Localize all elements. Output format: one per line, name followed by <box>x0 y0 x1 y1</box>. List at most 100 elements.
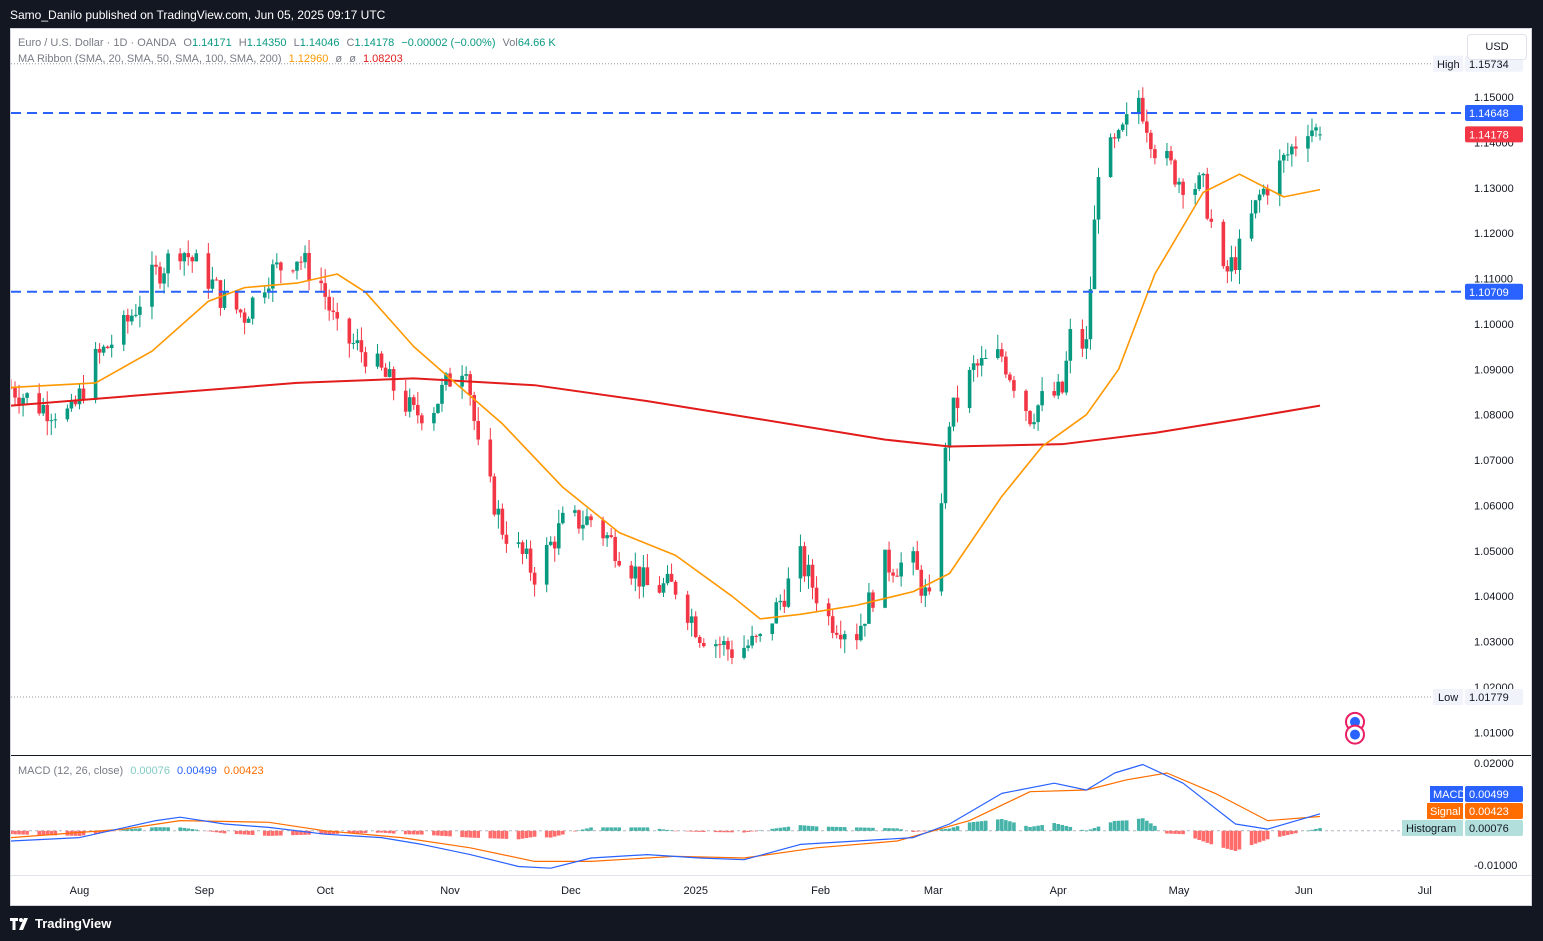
chart-frame[interactable]: 1.160001.150001.140001.130001.120001.110… <box>10 28 1532 906</box>
macd-histogram-bar <box>657 828 662 831</box>
candle-body <box>778 600 783 603</box>
macd-histogram-bar <box>93 830 98 834</box>
candle-body <box>327 296 331 311</box>
candle-body <box>701 642 706 647</box>
macd-tag-bg <box>1430 786 1463 802</box>
macd-histogram-bar <box>742 830 746 833</box>
candle-body <box>299 261 303 263</box>
candle-body <box>718 644 722 646</box>
candle-body <box>1286 154 1290 156</box>
macd-histogram-bar <box>246 830 251 835</box>
macd-histogram-bar <box>275 830 279 836</box>
candle-body <box>1060 381 1065 393</box>
candle-body <box>1056 381 1061 396</box>
ma-title[interactable]: MA Ribbon (SMA, 20, SMA, 50, SMA, 100, S… <box>18 53 282 65</box>
macd-histogram-bar <box>81 830 86 836</box>
low-value-label: 1.01779 <box>1469 692 1509 704</box>
candle-body <box>754 635 758 637</box>
macd-histogram-bar <box>669 830 674 831</box>
macd-histogram-bar <box>210 830 215 832</box>
candle-body <box>275 262 279 265</box>
candle-body <box>53 419 58 421</box>
price-tick-label: 1.03000 <box>1474 637 1514 649</box>
hist-tag-label: Histogram <box>1406 823 1456 835</box>
candle-body <box>1233 257 1238 271</box>
macd-histogram-bar <box>524 830 529 839</box>
last-price-label: 1.14178 <box>1469 129 1509 141</box>
macd-histogram-bar <box>492 830 497 839</box>
candle-body <box>1124 114 1129 125</box>
candle-body <box>1310 130 1314 137</box>
candle-body <box>279 262 283 271</box>
candle-body <box>158 266 162 284</box>
macd-histogram-bar <box>955 826 960 831</box>
time-axis-label: May <box>1169 885 1190 897</box>
macd-histogram-bar <box>1084 830 1089 832</box>
macd-histogram-bar <box>1056 824 1061 831</box>
candle-body <box>81 388 86 400</box>
macd-histogram-bar <box>927 830 932 831</box>
candle-body <box>561 512 565 524</box>
macd-histogram-bar <box>834 826 839 831</box>
macd-histogram-bar <box>1173 830 1177 834</box>
candle-body <box>331 310 336 313</box>
candle-body <box>544 544 549 585</box>
macd-histogram-bar <box>1153 825 1157 831</box>
macd-histogram-bar <box>778 827 783 831</box>
macd-histogram-bar <box>589 827 593 831</box>
high-label: H1.14350 <box>238 37 287 49</box>
candle-body <box>1265 188 1270 196</box>
macd-histogram-bar <box>436 830 440 836</box>
candle-body <box>420 415 424 424</box>
currency-button[interactable]: USD <box>1467 34 1527 60</box>
macd-title[interactable]: MACD (12, 26, close) <box>18 765 124 777</box>
macd-histogram-bar <box>532 830 537 837</box>
macd-histogram-bar <box>1169 830 1173 834</box>
brand-logo[interactable]: TradingView <box>10 916 111 931</box>
candle-body <box>25 393 29 398</box>
macd-histogram-bar <box>967 822 972 831</box>
macd-histogram-bar <box>613 827 617 831</box>
candle-body <box>407 397 412 412</box>
candle-body <box>1084 339 1089 349</box>
candle-body <box>577 510 581 529</box>
macd-histogram-bar <box>420 830 424 835</box>
macd-histogram-bar <box>561 830 565 835</box>
macd-histogram-bar <box>323 830 327 835</box>
candle-body <box>730 649 734 658</box>
macd-histogram-bar <box>693 830 698 832</box>
macd-histogram-bar <box>178 827 182 831</box>
symbol-label[interactable]: Euro / U.S. Dollar · 1D · OANDA <box>18 37 177 49</box>
macd-histogram-bar <box>637 827 642 831</box>
candle-body <box>1290 146 1294 155</box>
macd-histogram-bar <box>1012 822 1016 831</box>
candle-body <box>126 315 130 322</box>
candle-body <box>673 581 678 595</box>
macd-histogram-bar <box>971 822 976 831</box>
macd-histogram-bar <box>460 830 464 838</box>
candle-body <box>464 374 468 376</box>
macd-histogram-bar <box>77 830 82 836</box>
price-tick-label: 1.09000 <box>1474 364 1514 376</box>
candle-body <box>105 346 110 349</box>
hist-value-label-bg <box>1465 820 1523 836</box>
candle-body <box>613 536 617 562</box>
candle-body <box>1277 160 1282 196</box>
chart-canvas[interactable]: 1.160001.150001.140001.130001.120001.110… <box>11 29 1531 905</box>
candle-body <box>1032 422 1036 425</box>
macd-legend: MACD (12, 26, close) 0.00076 0.00499 0.0… <box>18 765 268 777</box>
price-tick-label: 1.06000 <box>1474 500 1514 512</box>
candle-body <box>645 567 650 586</box>
low-tag-bg <box>1433 688 1463 705</box>
candle-body <box>927 587 932 592</box>
candle-body <box>1120 124 1125 131</box>
candle-body <box>1249 213 1254 239</box>
candle-body <box>1028 410 1032 425</box>
candle-body <box>532 572 537 585</box>
candle-body <box>476 420 481 440</box>
candle-body <box>1205 173 1210 219</box>
candle-body <box>911 551 916 563</box>
macd-tag-label: MACD <box>1433 789 1465 801</box>
low-tag-label: Low <box>1438 692 1458 704</box>
macd-histogram-bar <box>134 828 138 831</box>
